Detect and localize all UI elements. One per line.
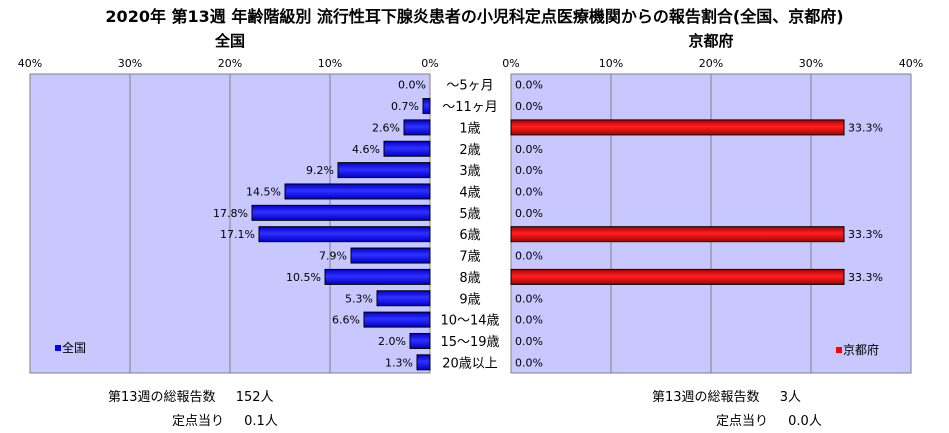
right-tick-label: 30% (799, 57, 823, 70)
chart-title: 2020年 第13週 年齢階級別 流行性耳下腺炎患者の小児科定点医療機関からの報… (105, 7, 844, 26)
category-label: 2歳 (459, 143, 480, 158)
right-data-label: 0.0% (515, 314, 543, 327)
left-data-label: 4.6% (352, 143, 380, 156)
right-per-row: 定点当り 0.0人 (716, 410, 822, 429)
right-data-label: 0.0% (515, 143, 543, 156)
right-tick-label: 20% (699, 57, 723, 70)
left-total-value: 152人 (235, 390, 274, 405)
left-data-label: 9.2% (306, 164, 334, 177)
right-data-label: 0.0% (515, 79, 543, 92)
left-per-row: 定点当り 0.1人 (172, 410, 278, 429)
category-label: 15～19歳 (440, 335, 499, 350)
left-legend-swatch (55, 345, 61, 351)
right-data-label: 0.0% (515, 335, 543, 348)
left-bar (251, 204, 431, 221)
left-bar (422, 98, 431, 115)
right-per-value: 0.0人 (788, 414, 822, 429)
category-label: 3歳 (459, 164, 480, 179)
left-data-label: 17.8% (213, 207, 248, 220)
left-data-label: 10.5% (286, 271, 321, 284)
left-data-label: 17.1% (220, 228, 255, 241)
category-label: ～11ヶ月 (442, 100, 498, 115)
left-bar (324, 268, 431, 285)
category-label: 6歳 (459, 228, 480, 243)
left-tick-label: 30% (118, 57, 142, 70)
category-label: 7歳 (459, 250, 480, 265)
right-tick-label: 40% (899, 57, 923, 70)
category-label: 1歳 (459, 121, 480, 136)
right-legend-label: 京都府 (843, 342, 879, 357)
left-tick-label: 40% (18, 57, 42, 70)
left-per-value: 0.1人 (244, 414, 278, 429)
left-per-label: 定点当り (172, 414, 225, 429)
right-data-label: 0.0% (515, 356, 543, 369)
left-bar (258, 226, 431, 243)
category-label: 8歳 (459, 271, 480, 286)
right-legend-swatch (836, 347, 842, 353)
right-per-label: 定点当り (716, 414, 769, 429)
left-data-label: 2.6% (372, 121, 400, 134)
left-tick-label: 10% (318, 57, 342, 70)
left-bar (416, 354, 431, 371)
left-data-label: 0.7% (391, 100, 419, 113)
left-data-label: 5.3% (345, 292, 373, 305)
right-bar (510, 119, 845, 136)
right-bar (510, 268, 845, 285)
left-data-label: 1.3% (385, 356, 413, 369)
category-label: 4歳 (459, 185, 480, 200)
left-total-row: 第13週の総報告数 152人 (108, 386, 274, 405)
right-tick-label: 10% (599, 57, 623, 70)
right-data-label: 0.0% (515, 100, 543, 113)
left-bar (337, 162, 431, 179)
left-bar (350, 247, 431, 264)
left-data-label: 7.9% (319, 250, 347, 263)
right-total-label: 第13週の総報告数 (652, 390, 760, 405)
right-data-label: 33.3% (848, 121, 883, 134)
right-data-label: 0.0% (515, 250, 543, 263)
right-data-label: 0.0% (515, 185, 543, 198)
left-tick-label: 20% (218, 57, 242, 70)
left-data-label: 14.5% (246, 185, 281, 198)
category-label: 10～14歳 (440, 314, 499, 329)
left-bar (376, 290, 431, 307)
left-bar (284, 183, 431, 200)
left-legend-label: 全国 (62, 340, 86, 355)
category-label: ～5ヶ月 (446, 79, 493, 94)
left-tick-label: 0% (421, 57, 438, 70)
left-data-label: 6.6% (332, 314, 360, 327)
category-label: 5歳 (459, 207, 480, 222)
left-bar (409, 332, 431, 349)
right-total-value: 3人 (779, 390, 801, 405)
right-total-row: 第13週の総報告数 3人 (652, 386, 801, 405)
right-data-label: 0.0% (515, 292, 543, 305)
right-data-label: 33.3% (848, 228, 883, 241)
right-data-label: 0.0% (515, 207, 543, 220)
right-data-label: 0.0% (515, 164, 543, 177)
right-data-label: 33.3% (848, 271, 883, 284)
left-data-label: 2.0% (378, 335, 406, 348)
category-label: 9歳 (459, 292, 480, 307)
right-panel-title: 京都府 (688, 32, 734, 50)
left-total-label: 第13週の総報告数 (108, 390, 216, 405)
left-bar (383, 140, 431, 157)
left-bar (403, 119, 431, 136)
right-tick-label: 0% (502, 57, 519, 70)
right-bar (510, 226, 845, 243)
left-panel-title: 全国 (214, 32, 245, 50)
left-data-label: 0.0% (398, 79, 426, 92)
category-label: 20歳以上 (442, 356, 498, 371)
left-bar (363, 311, 431, 328)
